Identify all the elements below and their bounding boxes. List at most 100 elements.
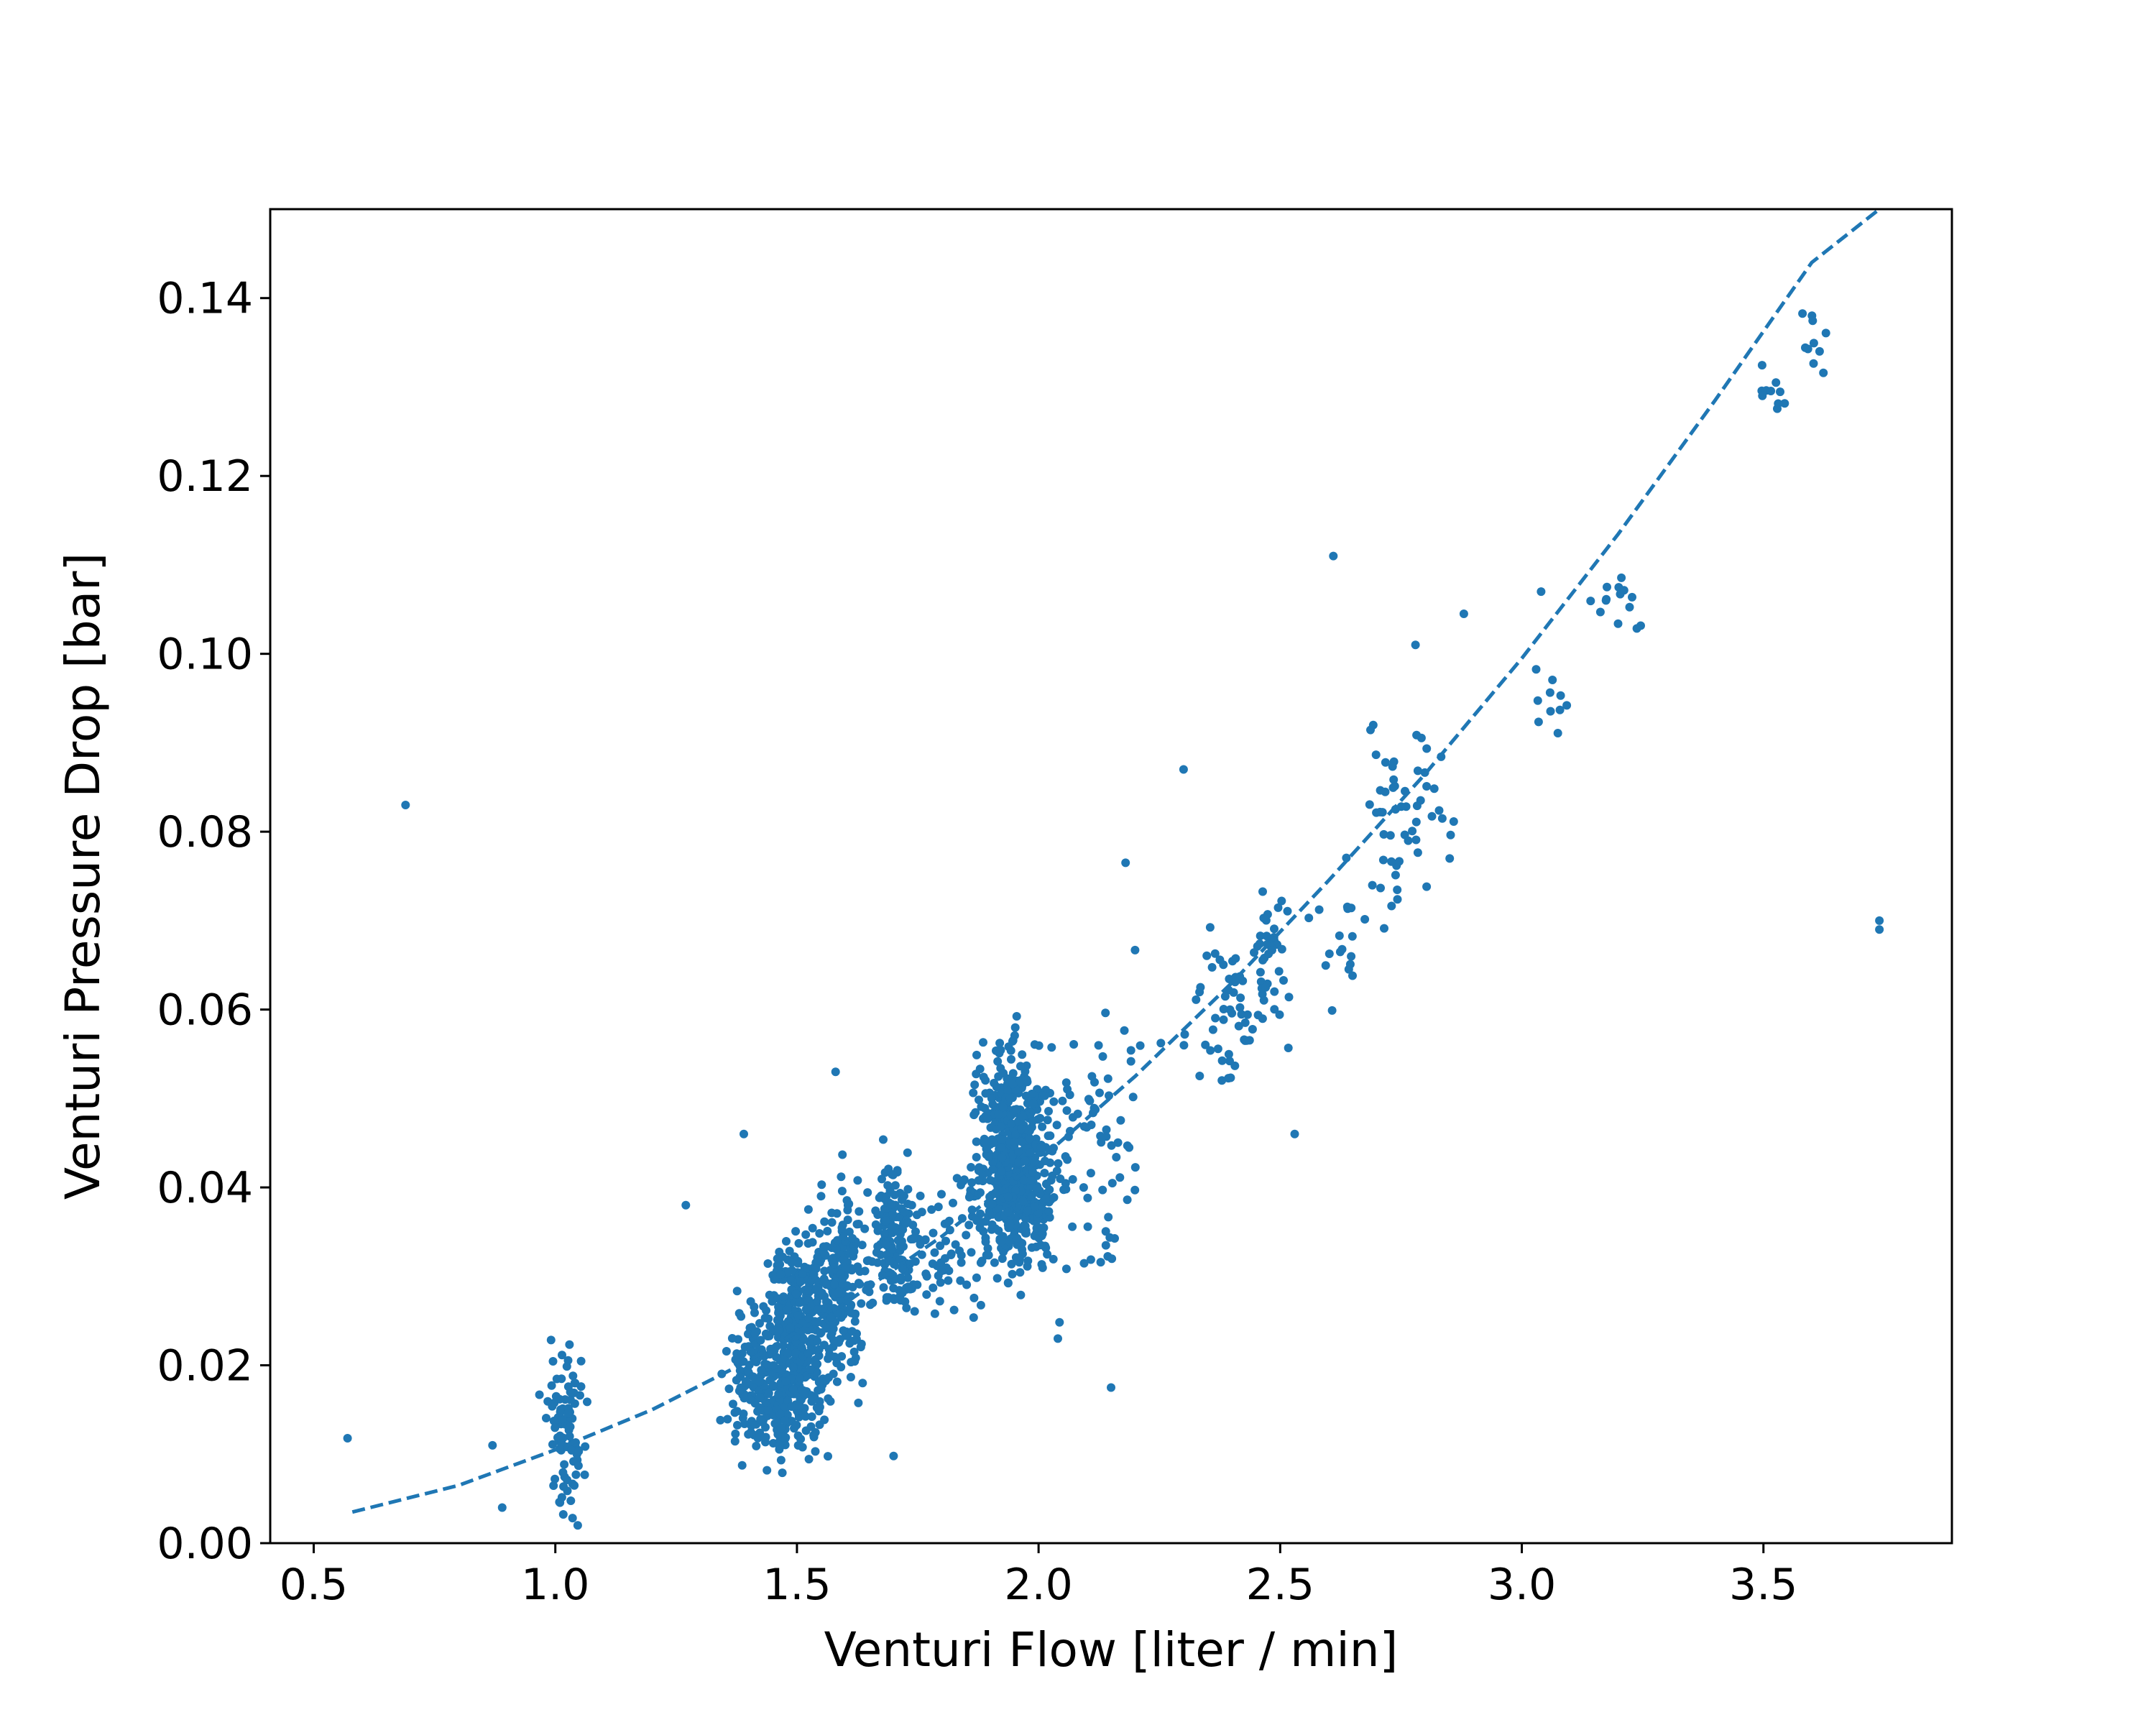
data-point bbox=[1270, 987, 1279, 996]
data-point bbox=[903, 1273, 913, 1282]
data-point bbox=[1014, 1157, 1023, 1167]
data-point bbox=[1005, 1094, 1015, 1103]
data-point bbox=[929, 1283, 938, 1292]
data-point bbox=[1064, 1132, 1073, 1141]
data-point bbox=[804, 1455, 814, 1464]
data-point bbox=[1028, 1099, 1038, 1108]
data-point bbox=[996, 1046, 1005, 1054]
data-point bbox=[1231, 954, 1240, 963]
data-point bbox=[803, 1348, 813, 1358]
data-point bbox=[732, 1376, 741, 1385]
data-point bbox=[998, 1135, 1008, 1144]
data-point bbox=[1595, 607, 1605, 617]
data-point bbox=[1381, 787, 1390, 796]
data-point bbox=[975, 1064, 985, 1074]
data-point bbox=[1437, 814, 1447, 823]
data-point bbox=[1284, 1044, 1293, 1052]
data-point bbox=[1387, 901, 1396, 911]
data-point bbox=[1005, 1219, 1015, 1228]
data-point bbox=[982, 1137, 991, 1146]
data-point bbox=[555, 1497, 564, 1506]
data-point bbox=[1378, 808, 1387, 817]
data-point bbox=[1208, 1025, 1217, 1034]
data-point bbox=[987, 1200, 997, 1209]
data-point bbox=[1250, 948, 1258, 957]
data-point bbox=[993, 1057, 1003, 1066]
data-point bbox=[956, 1276, 965, 1285]
data-point bbox=[558, 1468, 568, 1477]
data-point bbox=[1533, 696, 1542, 705]
data-point bbox=[1045, 1185, 1054, 1195]
data-point bbox=[1079, 1183, 1088, 1192]
data-point bbox=[1017, 1124, 1026, 1133]
data-point bbox=[779, 1292, 788, 1302]
data-point bbox=[1404, 836, 1413, 845]
data-point bbox=[871, 1220, 880, 1229]
data-point bbox=[797, 1343, 806, 1352]
data-point bbox=[903, 1184, 913, 1194]
data-point bbox=[839, 1256, 848, 1265]
data-point bbox=[550, 1423, 560, 1432]
data-point bbox=[998, 1103, 1008, 1112]
data-point bbox=[795, 1374, 804, 1383]
data-point bbox=[1875, 916, 1884, 925]
data-point bbox=[1036, 1241, 1046, 1250]
data-point bbox=[1021, 1156, 1030, 1166]
data-point bbox=[908, 1235, 918, 1243]
data-point bbox=[941, 1254, 949, 1263]
data-point bbox=[786, 1322, 795, 1332]
data-point bbox=[1027, 1192, 1036, 1201]
data-point bbox=[1256, 932, 1265, 941]
data-point bbox=[804, 1286, 814, 1295]
data-point bbox=[755, 1393, 765, 1402]
data-point bbox=[809, 1430, 819, 1440]
y-tick-label: 0.02 bbox=[157, 1341, 253, 1392]
data-point bbox=[764, 1314, 773, 1323]
data-point bbox=[1258, 887, 1267, 896]
data-point bbox=[552, 1374, 561, 1384]
data-point bbox=[801, 1230, 811, 1239]
data-point bbox=[1083, 1193, 1092, 1202]
data-point bbox=[846, 1302, 855, 1311]
data-point bbox=[1343, 904, 1353, 914]
data-point bbox=[969, 1293, 979, 1302]
data-point bbox=[811, 1258, 821, 1267]
data-point bbox=[1395, 857, 1404, 866]
y-tick-label: 0.06 bbox=[157, 985, 253, 1036]
data-point bbox=[972, 1050, 981, 1059]
data-point bbox=[1126, 1057, 1135, 1066]
y-tick-label: 0.12 bbox=[157, 451, 253, 502]
data-point bbox=[776, 1423, 786, 1432]
data-point bbox=[981, 1237, 990, 1246]
data-point bbox=[763, 1259, 773, 1268]
data-point bbox=[753, 1433, 763, 1443]
data-point bbox=[976, 1258, 985, 1267]
data-point bbox=[1411, 835, 1421, 845]
data-point bbox=[981, 1089, 990, 1098]
data-point bbox=[778, 1468, 787, 1478]
data-point bbox=[1105, 1091, 1113, 1100]
data-point bbox=[813, 1336, 821, 1346]
data-point bbox=[1342, 853, 1351, 862]
data-point bbox=[776, 1270, 786, 1279]
data-point bbox=[1084, 1095, 1093, 1104]
data-point bbox=[944, 1276, 953, 1285]
data-point bbox=[831, 1067, 840, 1077]
data-point bbox=[974, 1166, 983, 1175]
data-point bbox=[889, 1284, 898, 1293]
data-point bbox=[1434, 806, 1444, 815]
data-point bbox=[917, 1208, 926, 1217]
y-axis-label: Venturi Pressure Drop [bar] bbox=[55, 553, 111, 1200]
data-point bbox=[967, 1163, 976, 1172]
data-point bbox=[1008, 1269, 1017, 1279]
data-point bbox=[811, 1447, 820, 1456]
data-point bbox=[727, 1334, 737, 1343]
data-point bbox=[1273, 903, 1283, 912]
data-point bbox=[731, 1429, 740, 1438]
data-point bbox=[749, 1372, 757, 1381]
data-point bbox=[785, 1246, 794, 1256]
data-point bbox=[916, 1191, 925, 1200]
data-point bbox=[1095, 1088, 1104, 1098]
data-point bbox=[828, 1255, 837, 1264]
data-point bbox=[1097, 1138, 1106, 1147]
